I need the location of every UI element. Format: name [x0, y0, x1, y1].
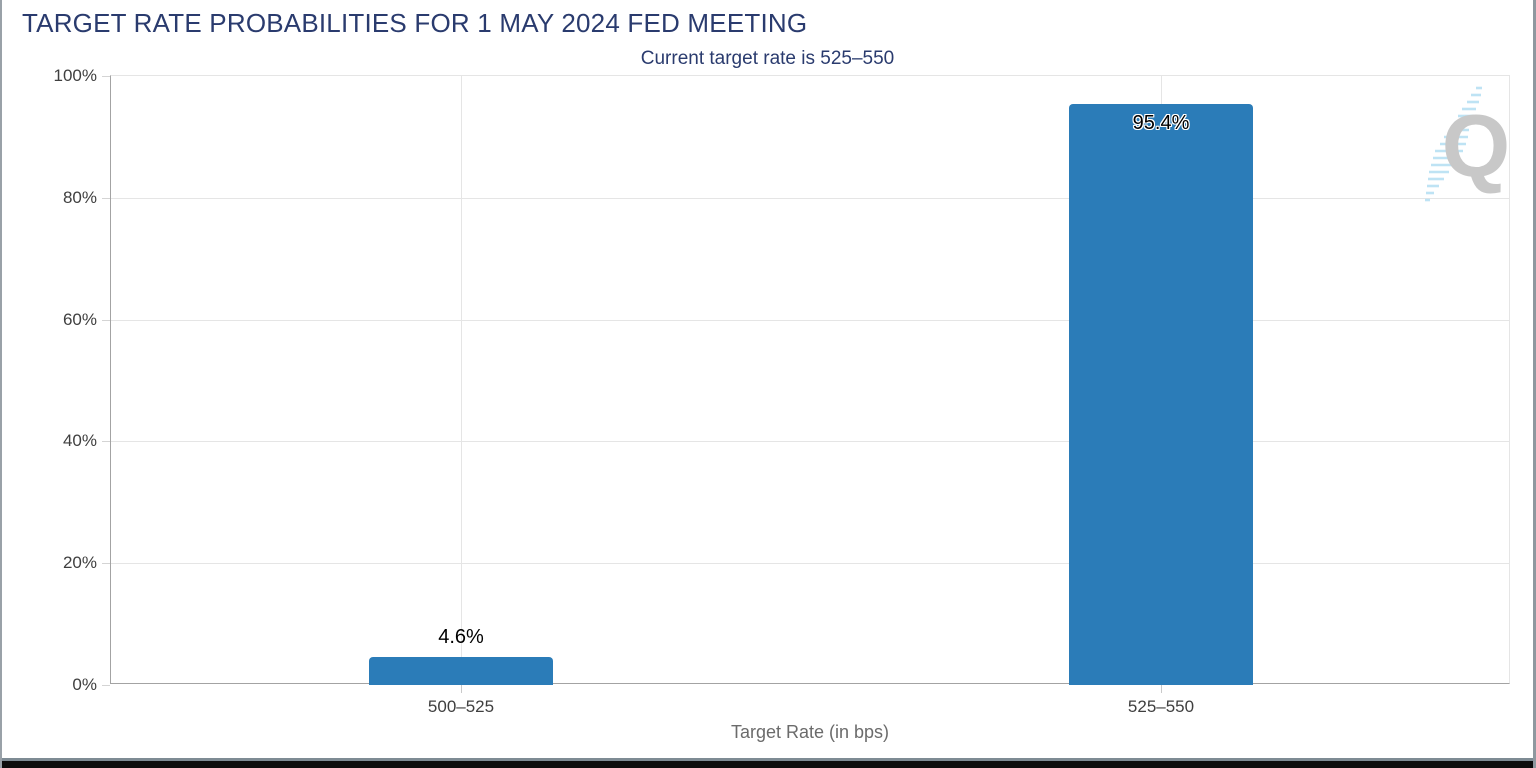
x-tick-label: 500–525 — [427, 697, 495, 716]
x-tick — [461, 685, 462, 693]
chart-title: TARGET RATE PROBABILITIES FOR 1 MAY 2024… — [22, 8, 808, 38]
y-tick-label: 40% — [62, 431, 97, 451]
bar-525–550[interactable] — [1069, 104, 1253, 685]
y-tick — [102, 441, 110, 443]
x-tick — [1161, 685, 1162, 693]
y-tick — [102, 563, 110, 565]
q-watermark-icon: Q — [1425, 86, 1508, 202]
chart-subtitle: Current target rate is 525–550 — [640, 48, 895, 69]
q-letter: Q — [1442, 96, 1508, 195]
y-tick — [102, 319, 110, 321]
y-tick-label: 20% — [62, 553, 97, 573]
footer-bar — [2, 758, 1533, 768]
gridline-y — [111, 441, 1509, 443]
x-tick-label: 525–550 — [1127, 697, 1195, 716]
y-tick-label: 80% — [62, 187, 97, 207]
y-tick-label: 100% — [53, 66, 97, 85]
plot-area: 0% 20% 40% 60% 80% 100% 4.6% 500–525 95.4% 525–55… — [54, 66, 1510, 716]
gridline-y — [111, 197, 1509, 199]
y-tick-label: 60% — [62, 309, 97, 329]
x-axis-title: Target Rate (in bps) — [730, 722, 890, 742]
y-tick — [102, 76, 110, 77]
bar-value-label: 95.4% — [1132, 112, 1190, 134]
y-tick-label: 0% — [72, 675, 97, 694]
gridline-y — [111, 563, 1509, 565]
gridline-y — [111, 319, 1509, 321]
bar-500–525[interactable] — [369, 656, 553, 685]
y-tick — [102, 197, 110, 199]
y-tick — [102, 685, 110, 686]
gridline-x — [461, 76, 462, 683]
bar-value-label: 4.6% — [438, 625, 484, 648]
